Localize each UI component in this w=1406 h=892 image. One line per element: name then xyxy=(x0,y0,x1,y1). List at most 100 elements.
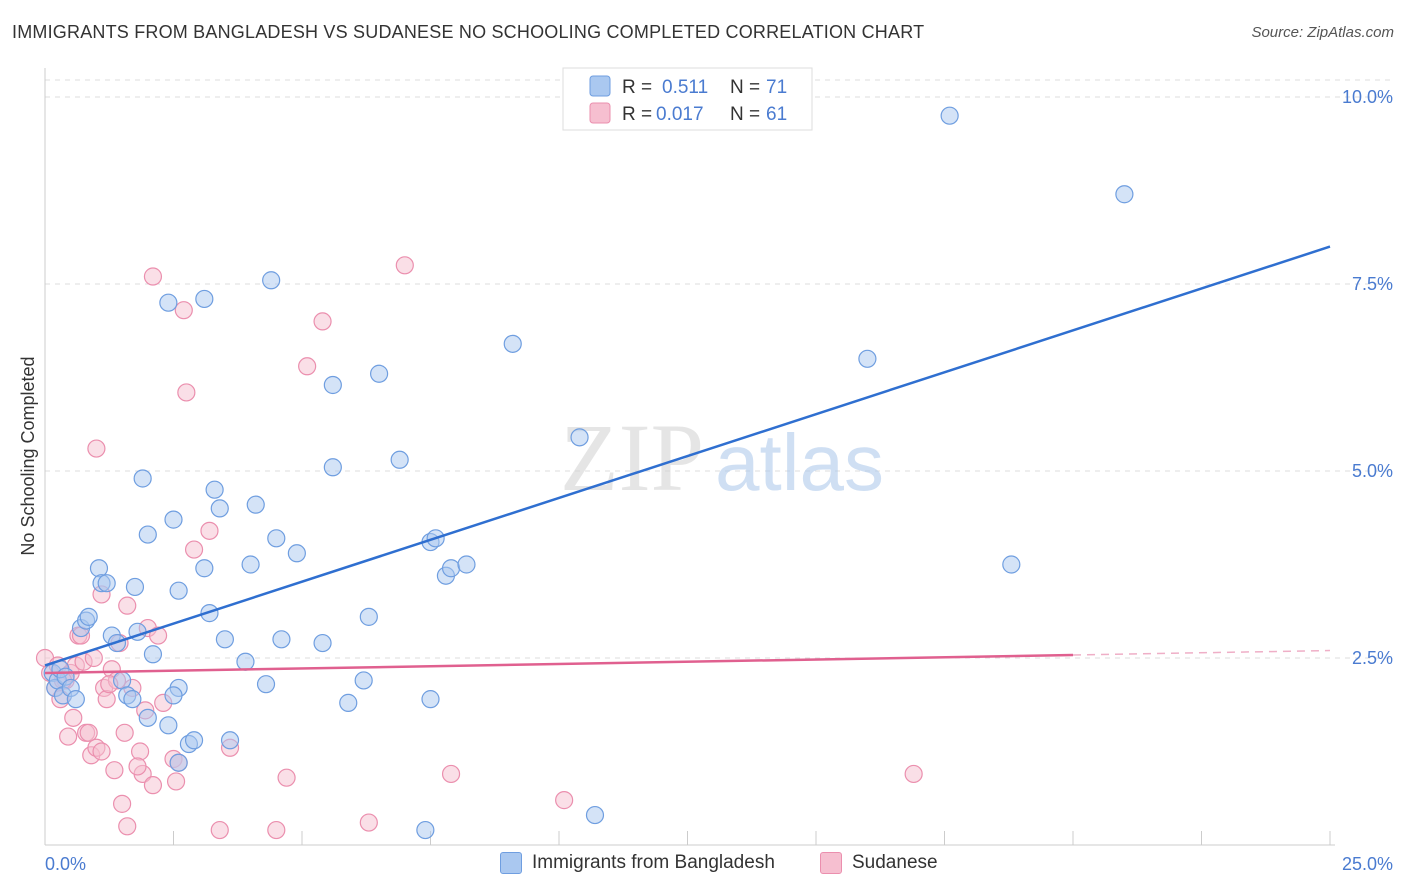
bangladesh-point xyxy=(416,820,435,840)
sudanese-point xyxy=(143,776,163,795)
sudanese-point xyxy=(177,383,196,402)
bangladesh-point xyxy=(272,630,291,649)
bangladesh-point xyxy=(503,334,522,353)
bangladesh-point xyxy=(89,559,109,578)
legend-swatch-pink xyxy=(589,102,611,124)
sudanese-point xyxy=(87,439,106,458)
data-points xyxy=(35,106,1134,840)
sudanese-point xyxy=(174,301,193,320)
bangladesh-point xyxy=(143,645,163,664)
bangladesh-point xyxy=(457,555,476,574)
bangladesh-point xyxy=(267,529,286,548)
sudanese-point xyxy=(184,540,204,559)
legend-swatch-blue xyxy=(589,75,611,97)
x-tick-labels: 0.0% 25.0% xyxy=(45,854,1393,874)
sudanese-point xyxy=(904,764,923,784)
bangladesh-point xyxy=(354,671,373,690)
sudanese-point xyxy=(128,757,147,776)
axes xyxy=(44,68,1335,846)
bangladesh-point xyxy=(287,544,306,563)
bangladesh-point xyxy=(220,731,240,750)
bangladesh-point xyxy=(164,686,183,705)
bangladesh-point xyxy=(262,271,281,290)
sudanese-point xyxy=(359,813,378,832)
sudanese-point xyxy=(298,357,317,376)
bangladesh-point xyxy=(241,555,260,574)
sudanese-point xyxy=(143,267,163,286)
sudanese-point xyxy=(105,761,124,780)
bangladesh-point xyxy=(256,675,276,694)
legend-swatch xyxy=(500,852,522,874)
bangladesh-point xyxy=(570,428,589,447)
sudanese-point xyxy=(115,723,134,742)
bangladesh-point xyxy=(215,630,234,649)
bangladesh-point xyxy=(79,607,98,626)
bangladesh-point xyxy=(1115,185,1134,204)
sudanese-point xyxy=(130,742,150,761)
watermark-atlas: atlas xyxy=(715,418,884,507)
sudanese-point xyxy=(441,764,461,784)
bangladesh-point xyxy=(359,607,378,626)
bangladesh-trend-line xyxy=(44,245,1331,667)
bangladesh-point xyxy=(169,753,188,772)
bangladesh-point xyxy=(210,499,229,518)
legend-swatch xyxy=(820,852,842,874)
sudanese-trend-line xyxy=(44,653,1074,675)
bangladesh-point xyxy=(246,495,265,514)
bangladesh-point xyxy=(66,690,85,709)
sudanese-point xyxy=(267,820,286,840)
source-credit: Source: ZipAtlas.com xyxy=(1251,24,1394,41)
sudanese-point xyxy=(555,791,574,810)
sudanese-point xyxy=(92,742,111,761)
bangladesh-point xyxy=(195,289,214,309)
legend-r-label: R = xyxy=(622,104,652,125)
sudanese-point xyxy=(313,312,332,331)
bangladesh-point xyxy=(441,559,461,578)
y-tick-labels: 2.5% 5.0% 7.5% 10.0% xyxy=(1342,87,1393,668)
bangladesh-point xyxy=(313,633,332,653)
bangladesh-point xyxy=(97,574,116,593)
chart-title: IMMIGRANTS FROM BANGLADESH VS SUDANESE N… xyxy=(12,22,925,42)
legend-n-value: 61 xyxy=(766,104,787,125)
bangladesh-point xyxy=(1002,555,1021,574)
sudanese-point xyxy=(59,727,78,746)
bangladesh-point xyxy=(133,469,152,488)
legend-r-value: 0.017 xyxy=(656,104,704,125)
bangladesh-point xyxy=(421,690,440,709)
legend-n-value: 71 xyxy=(766,77,787,98)
bangladesh-point xyxy=(159,716,178,735)
bangladesh-point xyxy=(159,293,178,312)
bangladesh-point xyxy=(138,708,157,727)
y-axis-label: No Schooling Completed xyxy=(18,356,38,555)
legend-r-label: R = xyxy=(622,77,652,98)
x-tick-label: 25.0% xyxy=(1342,854,1393,874)
sudanese-point xyxy=(210,820,229,840)
bangladesh-point xyxy=(323,458,342,477)
bangladesh-point xyxy=(236,652,255,671)
sudanese-point xyxy=(118,596,137,615)
legend-n-label: N = xyxy=(730,104,760,125)
bangladesh-point xyxy=(323,375,342,395)
sudanese-point xyxy=(112,794,132,813)
y-tick-label: 7.5% xyxy=(1352,274,1393,294)
sudanese-point xyxy=(79,723,98,742)
y-tick-label: 5.0% xyxy=(1352,461,1393,481)
legend-label: Sudanese xyxy=(852,852,938,873)
bangladesh-point xyxy=(370,364,389,383)
bangladesh-point xyxy=(390,450,409,469)
sudanese-point xyxy=(166,772,186,791)
bangladesh-point xyxy=(164,510,183,529)
legend-r-value: 0.511 xyxy=(662,77,708,98)
y-tick-label: 2.5% xyxy=(1352,648,1393,668)
legend-top: R = 0.511 N = 71 R = 0.017 N = 61 xyxy=(562,67,813,131)
sudanese-point xyxy=(118,817,137,836)
bangladesh-point xyxy=(169,581,188,600)
bangladesh-point xyxy=(138,525,157,544)
legend-bottom-item-bangladesh: Immigrants from Bangladesh xyxy=(500,852,775,874)
bangladesh-point xyxy=(195,559,214,578)
sudanese-point xyxy=(97,690,116,709)
bangladesh-point xyxy=(585,805,605,825)
bangladesh-point xyxy=(940,106,959,125)
sudanese-trend-extension xyxy=(1072,649,1331,656)
